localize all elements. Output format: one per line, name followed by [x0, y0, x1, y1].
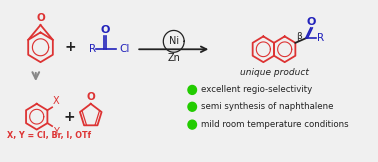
Text: O: O — [307, 17, 316, 27]
Text: semi synthesis of naphthalene: semi synthesis of naphthalene — [201, 102, 333, 111]
Text: excellent regio-selectivity: excellent regio-selectivity — [201, 85, 312, 94]
Text: Zn: Zn — [167, 53, 180, 63]
Text: Cl: Cl — [119, 44, 130, 54]
Text: O: O — [100, 25, 110, 35]
Text: Ni: Ni — [169, 36, 179, 46]
Circle shape — [188, 120, 197, 129]
Text: O: O — [87, 92, 95, 102]
Text: X, Y = Cl, Br, I, OTf: X, Y = Cl, Br, I, OTf — [7, 131, 91, 140]
Text: mild room temperature conditions: mild room temperature conditions — [201, 120, 349, 129]
Circle shape — [188, 86, 197, 94]
Text: R: R — [317, 33, 324, 43]
Text: R: R — [89, 44, 96, 54]
Text: Y: Y — [53, 127, 59, 137]
Text: +: + — [63, 110, 75, 124]
Circle shape — [188, 102, 197, 111]
Text: X: X — [53, 96, 60, 106]
Text: O: O — [36, 13, 45, 23]
Text: +: + — [64, 40, 76, 54]
Text: unique product: unique product — [240, 68, 308, 77]
Text: β: β — [296, 32, 302, 41]
